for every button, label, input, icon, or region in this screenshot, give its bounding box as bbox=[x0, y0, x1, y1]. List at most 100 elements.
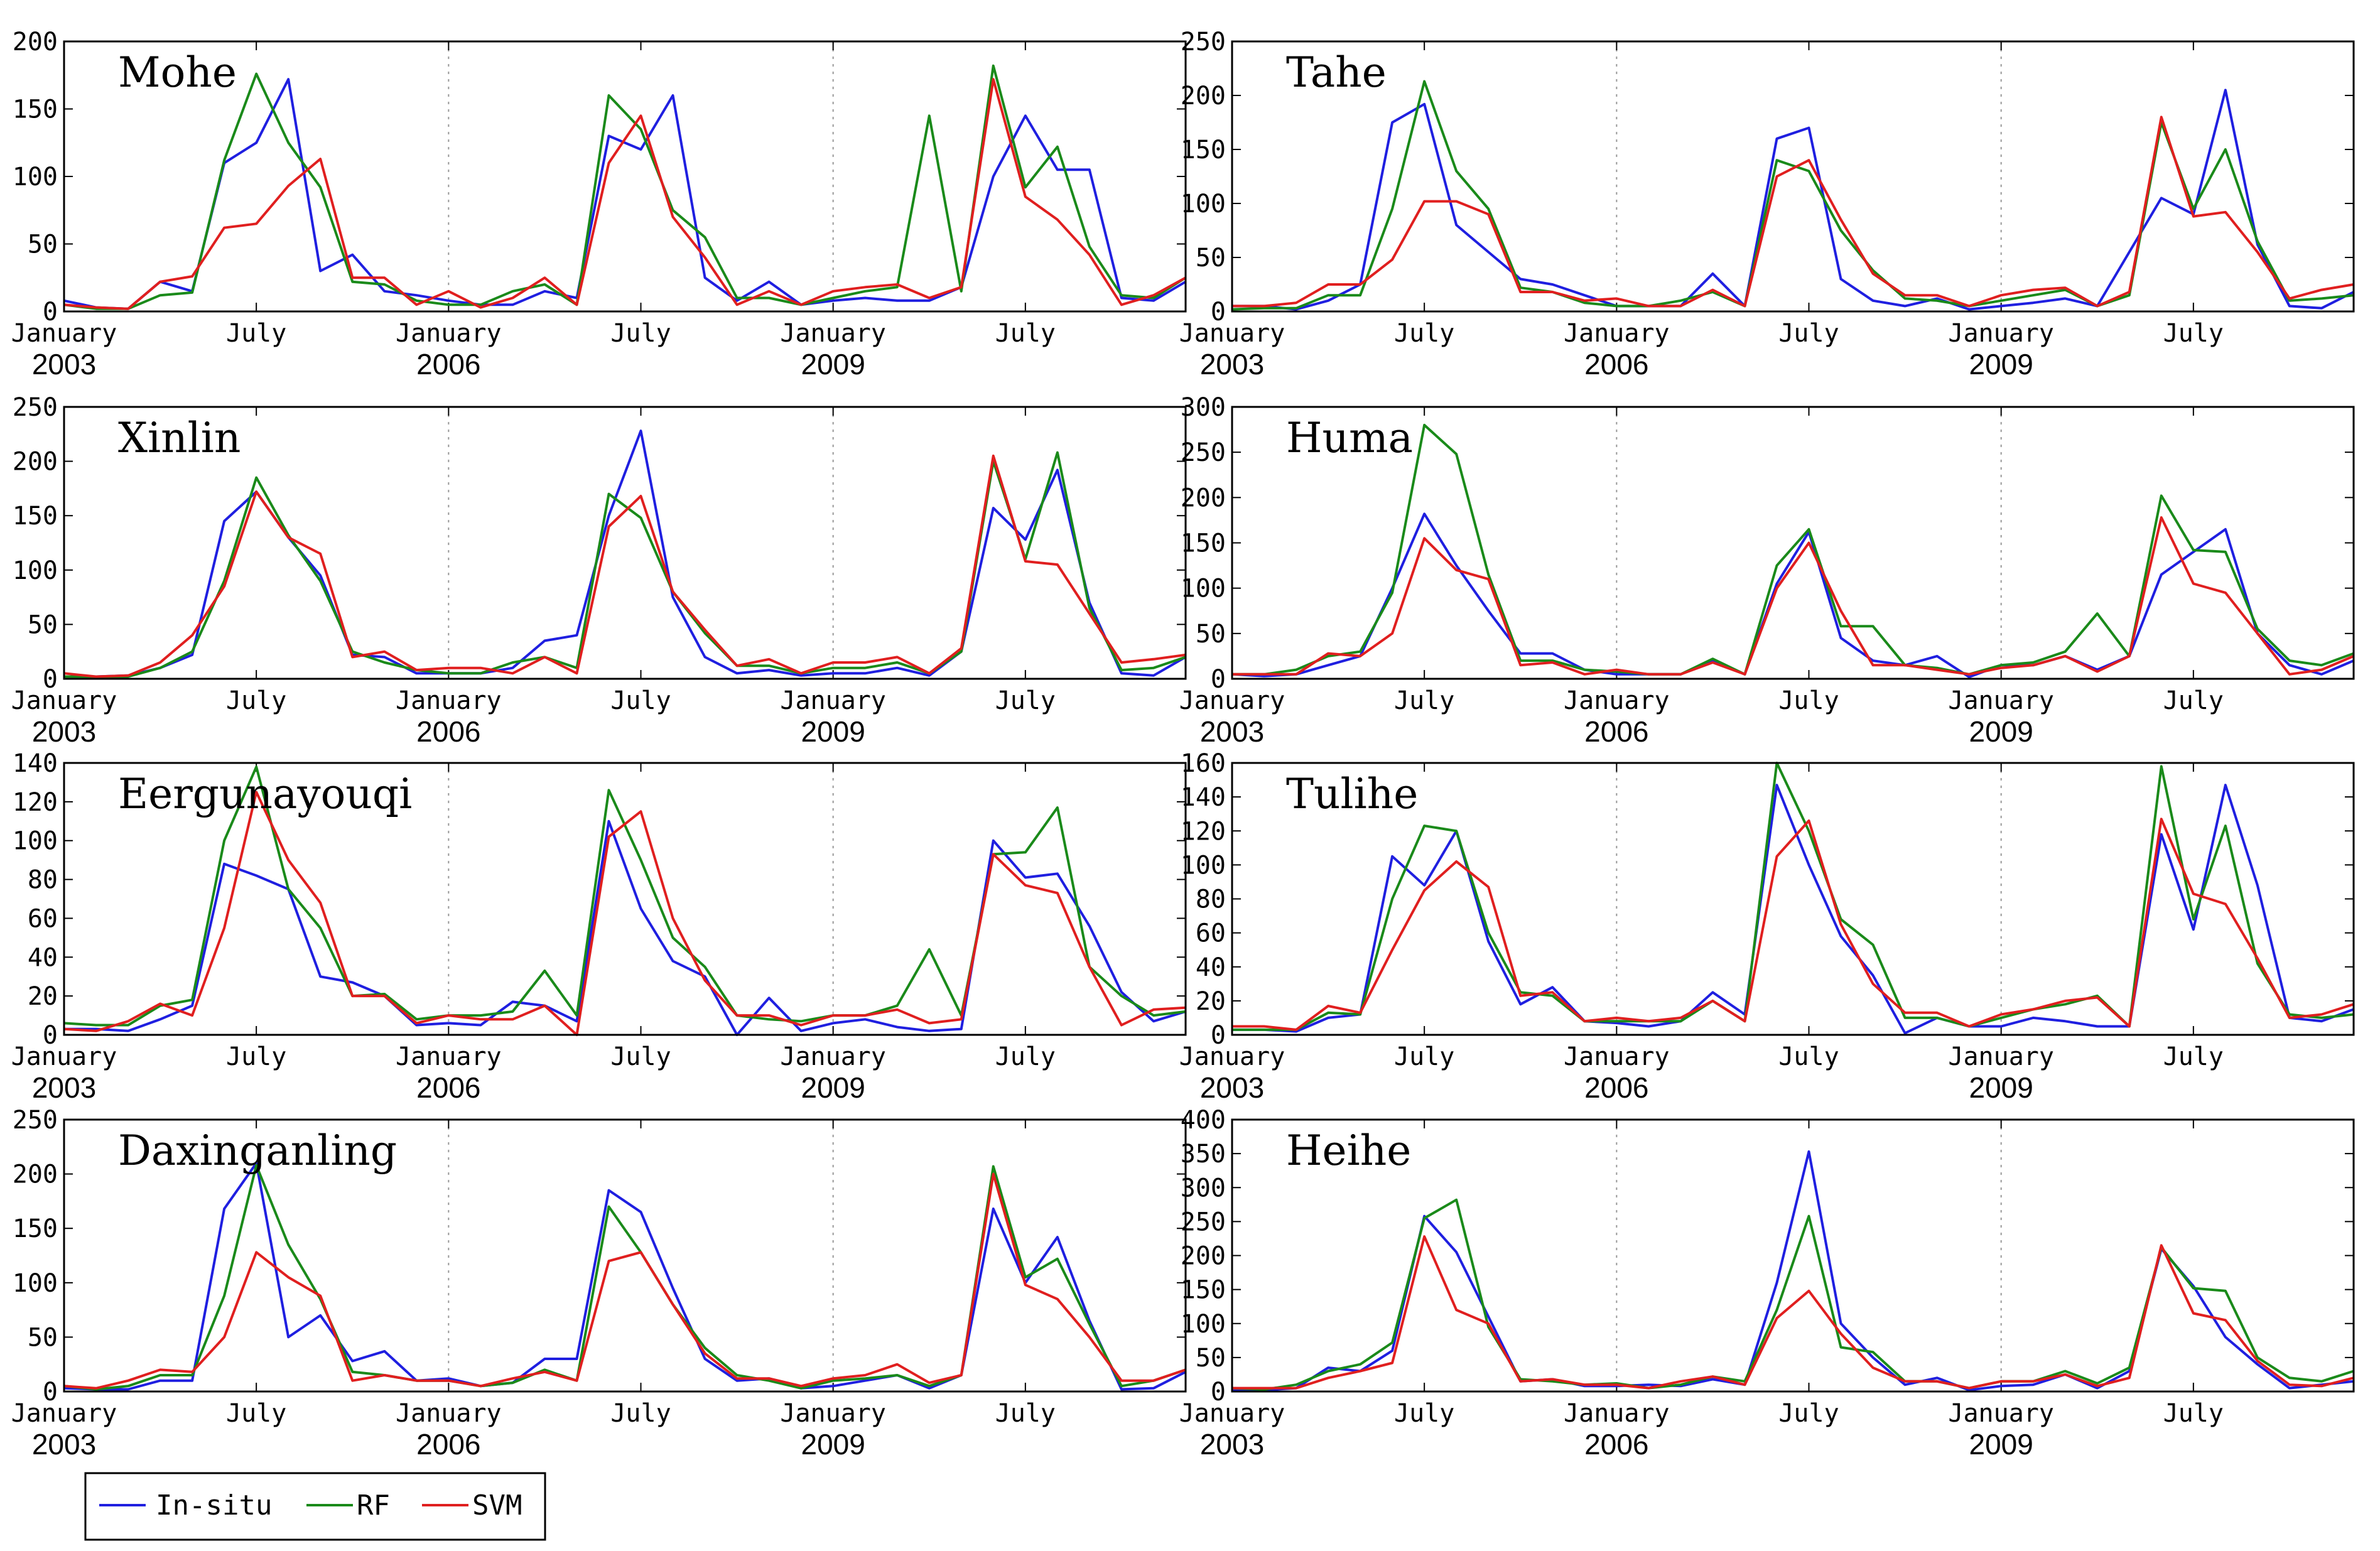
y-tick-label: 80 bbox=[1196, 885, 1226, 914]
x-tick-label: July bbox=[2163, 1042, 2224, 1071]
x-tick-year: 2009 bbox=[1969, 348, 2033, 381]
plot-frame bbox=[1231, 40, 2355, 313]
x-tick-label: July bbox=[226, 319, 286, 348]
x-tick-year: 2009 bbox=[801, 1428, 865, 1461]
y-tick-label: 250 bbox=[1181, 28, 1226, 57]
series-line-rf bbox=[1232, 423, 2354, 676]
series-line-in-situ bbox=[1232, 1150, 2354, 1392]
y-tick-label: 250 bbox=[13, 1106, 58, 1135]
y-tick-label: 60 bbox=[1196, 919, 1226, 948]
y-tick-label: 100 bbox=[13, 1269, 58, 1298]
x-tick-year: 2009 bbox=[1969, 1428, 2033, 1461]
y-tick-label: 0 bbox=[1211, 665, 1226, 694]
y-tick-label: 100 bbox=[1181, 575, 1226, 603]
plot-frame bbox=[1231, 762, 2355, 1036]
y-tick-label: 150 bbox=[1181, 529, 1226, 558]
x-tick-label: January bbox=[1179, 1399, 1285, 1428]
panel-title: Eergunayouqi bbox=[118, 770, 412, 818]
series-line-svm bbox=[63, 454, 1186, 678]
x-tick-year: 2009 bbox=[1969, 1071, 2033, 1104]
x-tick-label: January bbox=[11, 319, 117, 348]
plot-frame bbox=[1231, 406, 2355, 680]
y-tick-label: 200 bbox=[13, 448, 58, 477]
x-tick-year: 2003 bbox=[1200, 1428, 1264, 1461]
x-tick-label: January bbox=[1948, 1042, 2054, 1071]
x-tick-label: January bbox=[780, 1042, 886, 1071]
y-tick-label: 100 bbox=[13, 556, 58, 585]
x-tick-label: July bbox=[226, 1399, 286, 1428]
x-tick-label: January bbox=[396, 1399, 502, 1428]
panel-title: Tulihe bbox=[1286, 770, 1418, 818]
legend-label-in-situ: In-situ bbox=[156, 1489, 272, 1521]
y-tick-label: 100 bbox=[1181, 190, 1226, 219]
y-tick-label: 150 bbox=[13, 1214, 58, 1243]
series-line-in-situ bbox=[64, 819, 1186, 1036]
series-line-rf bbox=[1232, 762, 2354, 1031]
x-tick-label: July bbox=[226, 1042, 286, 1071]
y-tick-label: 0 bbox=[43, 1378, 58, 1407]
x-tick-year: 2003 bbox=[1200, 348, 1264, 381]
x-tick-year: 2003 bbox=[32, 715, 96, 748]
y-tick-label: 300 bbox=[1181, 1174, 1226, 1202]
x-tick-label: July bbox=[995, 319, 1056, 348]
series-line-svm bbox=[1232, 1235, 2354, 1390]
x-tick-year: 2006 bbox=[416, 1428, 480, 1461]
x-tick-label: July bbox=[1394, 319, 1454, 348]
x-tick-year: 2006 bbox=[416, 348, 480, 381]
y-tick-label: 40 bbox=[28, 943, 58, 972]
y-tick-label: 200 bbox=[1181, 484, 1226, 512]
y-tick-label: 200 bbox=[13, 28, 58, 57]
x-tick-label: January bbox=[1564, 319, 1670, 348]
y-tick-label: 50 bbox=[28, 1323, 58, 1352]
legend-label-svm: SVM bbox=[472, 1489, 522, 1521]
x-tick-label: July bbox=[610, 319, 671, 348]
plot-frame bbox=[63, 40, 1187, 313]
plot-frame bbox=[63, 1118, 1187, 1393]
x-tick-label: July bbox=[1778, 319, 1839, 348]
plot-frame bbox=[63, 406, 1187, 680]
plot-frame bbox=[63, 762, 1187, 1036]
x-tick-year: 2006 bbox=[416, 715, 480, 748]
x-tick-label: January bbox=[1564, 1399, 1670, 1428]
x-tick-label: July bbox=[1778, 1399, 1839, 1428]
y-tick-label: 40 bbox=[1196, 953, 1226, 982]
y-tick-label: 250 bbox=[13, 393, 58, 422]
y-tick-label: 200 bbox=[13, 1160, 58, 1189]
x-tick-year: 2009 bbox=[801, 715, 865, 748]
x-tick-label: January bbox=[1564, 1042, 1670, 1071]
y-tick-label: 50 bbox=[28, 610, 58, 639]
panel-title: Tahe bbox=[1286, 48, 1387, 97]
y-tick-label: 50 bbox=[1196, 1344, 1226, 1373]
x-tick-year: 2003 bbox=[32, 348, 96, 381]
x-tick-year: 2006 bbox=[1584, 348, 1648, 381]
legend-label-rf: RF bbox=[357, 1489, 390, 1521]
x-tick-label: July bbox=[995, 1399, 1056, 1428]
y-tick-label: 20 bbox=[28, 982, 58, 1011]
x-tick-label: July bbox=[2163, 319, 2224, 348]
series-line-in-situ bbox=[63, 1162, 1186, 1391]
panel-title: Xinlin bbox=[118, 414, 241, 462]
x-tick-label: January bbox=[1179, 686, 1285, 715]
x-tick-label: January bbox=[11, 686, 117, 715]
x-tick-label: July bbox=[610, 1042, 671, 1071]
y-tick-label: 150 bbox=[13, 502, 58, 531]
y-tick-label: 140 bbox=[13, 749, 58, 778]
panel-title: Heihe bbox=[1286, 1127, 1411, 1175]
y-tick-label: 250 bbox=[1181, 1208, 1226, 1236]
y-tick-label: 0 bbox=[1211, 1378, 1226, 1407]
x-tick-label: July bbox=[2163, 686, 2224, 715]
x-tick-label: January bbox=[11, 1042, 117, 1071]
x-tick-year: 2003 bbox=[32, 1071, 96, 1104]
x-tick-year: 2009 bbox=[1969, 715, 2033, 748]
x-tick-label: January bbox=[780, 1399, 886, 1428]
x-tick-year: 2003 bbox=[1200, 715, 1264, 748]
y-tick-label: 0 bbox=[1211, 298, 1226, 327]
y-tick-label: 0 bbox=[43, 665, 58, 694]
series-line-svm bbox=[63, 791, 1186, 1036]
y-tick-label: 140 bbox=[1181, 783, 1226, 812]
